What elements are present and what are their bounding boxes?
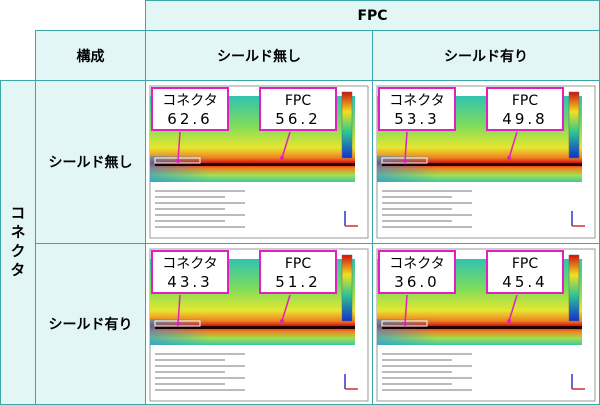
callout-dot	[176, 159, 180, 163]
callout-value: 56.2	[275, 110, 320, 128]
info-line	[382, 371, 452, 373]
callout-value: 45.4	[502, 273, 547, 291]
info-line	[382, 208, 452, 210]
info-line	[382, 226, 472, 228]
callout-value: 49.8	[502, 110, 547, 128]
callout-box	[259, 87, 337, 131]
callout-box	[378, 87, 456, 131]
info-line	[155, 190, 245, 192]
callout-pointer	[281, 294, 291, 322]
callout-pointer	[177, 294, 181, 325]
callout-box	[259, 250, 337, 294]
callout-box	[151, 250, 229, 294]
info-line	[155, 353, 245, 355]
info-line	[155, 359, 225, 361]
callout-value: 51.2	[275, 273, 320, 291]
info-line	[382, 214, 472, 216]
field-shade	[377, 156, 437, 182]
info-line	[155, 383, 225, 385]
info-line	[382, 353, 472, 355]
callout-value: 62.6	[167, 110, 212, 128]
info-line	[155, 371, 225, 373]
conductor	[382, 163, 582, 166]
callout-pointer	[508, 131, 518, 159]
callout-label: コネクタ	[162, 93, 217, 109]
callout-value: 53.3	[394, 110, 439, 128]
callout-label: FPC	[285, 93, 311, 109]
callout-pointer	[177, 131, 181, 162]
callout-label: FPC	[512, 93, 538, 109]
conductor	[155, 163, 355, 166]
field-shade	[377, 319, 437, 345]
info-line	[382, 220, 452, 222]
info-line	[382, 196, 452, 198]
callout-dot	[403, 322, 407, 326]
callout-pointer	[404, 294, 408, 325]
conductor	[155, 326, 355, 329]
colorbar	[568, 91, 580, 159]
info-line	[382, 190, 472, 192]
info-line	[382, 365, 472, 367]
info-line	[155, 196, 225, 198]
callout-label: コネクタ	[389, 93, 444, 109]
callout-dot	[507, 319, 511, 323]
info-line	[155, 208, 225, 210]
info-line	[382, 383, 452, 385]
callout-dot	[280, 319, 284, 323]
callout-box	[378, 250, 456, 294]
callout-value: 36.0	[394, 273, 439, 291]
row-label: シールド有り	[35, 243, 146, 405]
info-line	[155, 226, 245, 228]
column-label: コネクタ	[0, 80, 36, 405]
colorbar	[341, 91, 353, 159]
info-line	[155, 377, 245, 379]
callout-label: コネクタ	[162, 256, 217, 272]
callout-dot	[507, 156, 511, 160]
info-line	[155, 220, 225, 222]
info-line	[382, 389, 472, 391]
callout-box	[486, 87, 564, 131]
callout-dot	[176, 322, 180, 326]
info-line	[382, 202, 472, 204]
info-line	[382, 377, 472, 379]
callout-box	[151, 87, 229, 131]
callout-label: FPC	[285, 256, 311, 272]
info-line	[155, 389, 245, 391]
colorbar	[568, 254, 580, 322]
callout-value: 43.3	[167, 273, 212, 291]
callout-label: コネクタ	[389, 256, 444, 272]
info-line	[155, 202, 245, 204]
colorbar	[341, 254, 353, 322]
callout-box	[486, 250, 564, 294]
info-line	[382, 359, 452, 361]
callout-dot	[403, 159, 407, 163]
callout-pointer	[404, 131, 408, 162]
conductor	[382, 326, 582, 329]
callout-dot	[280, 156, 284, 160]
field-shade	[150, 156, 210, 182]
info-line	[155, 365, 245, 367]
callout-label: FPC	[512, 256, 538, 272]
header-title: FPC	[145, 0, 600, 31]
column-header: シールド無し	[145, 30, 373, 81]
callout-pointer	[508, 294, 518, 322]
field-shade	[150, 319, 210, 345]
info-line	[155, 214, 245, 216]
callout-pointer	[281, 131, 291, 159]
